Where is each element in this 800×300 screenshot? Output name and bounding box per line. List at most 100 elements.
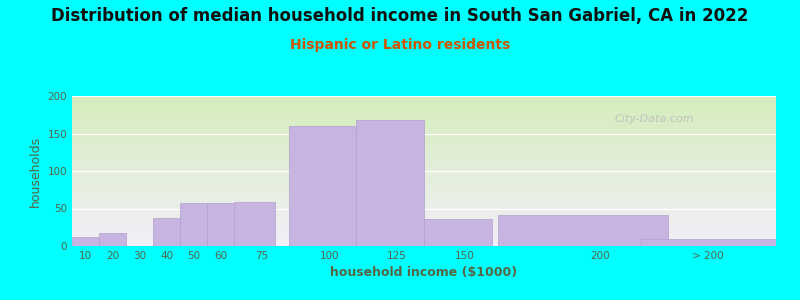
Bar bbox=[72, 236, 776, 237]
Bar bbox=[72, 161, 776, 162]
Bar bbox=[72, 202, 776, 203]
Bar bbox=[72, 214, 776, 215]
Bar bbox=[72, 156, 776, 157]
Text: Distribution of median household income in South San Gabriel, CA in 2022: Distribution of median household income … bbox=[51, 8, 749, 26]
Bar bbox=[72, 117, 776, 118]
Bar bbox=[424, 219, 492, 246]
Bar bbox=[72, 173, 776, 174]
Bar bbox=[72, 243, 776, 244]
Bar bbox=[72, 116, 776, 117]
Bar bbox=[72, 209, 776, 210]
Bar bbox=[72, 238, 776, 239]
Bar bbox=[72, 168, 776, 169]
Bar bbox=[72, 232, 776, 233]
Bar bbox=[72, 115, 776, 116]
Bar bbox=[72, 217, 776, 218]
Bar bbox=[99, 232, 126, 246]
Bar bbox=[72, 131, 776, 132]
Bar bbox=[72, 166, 776, 167]
Bar bbox=[72, 105, 776, 106]
Bar bbox=[72, 187, 776, 188]
Bar bbox=[72, 159, 776, 160]
Bar bbox=[72, 240, 776, 241]
Bar bbox=[641, 239, 776, 246]
Bar bbox=[72, 180, 776, 181]
Bar bbox=[72, 120, 776, 121]
Bar bbox=[72, 119, 776, 120]
Bar bbox=[72, 235, 776, 236]
Bar bbox=[72, 127, 776, 128]
Bar bbox=[72, 175, 776, 176]
Bar bbox=[498, 214, 668, 246]
Bar bbox=[72, 197, 776, 198]
Bar bbox=[72, 138, 776, 139]
Bar bbox=[72, 183, 776, 184]
Bar bbox=[72, 196, 776, 197]
Bar bbox=[72, 192, 776, 193]
Bar bbox=[72, 194, 776, 195]
Bar bbox=[72, 133, 776, 134]
Bar bbox=[72, 207, 776, 208]
Bar bbox=[72, 169, 776, 170]
Bar bbox=[72, 204, 776, 205]
Bar bbox=[154, 218, 180, 246]
Bar bbox=[72, 113, 776, 114]
Bar bbox=[72, 149, 776, 150]
Bar bbox=[72, 177, 776, 178]
Bar bbox=[72, 245, 776, 246]
Bar bbox=[72, 226, 776, 227]
Bar bbox=[72, 221, 776, 222]
Bar bbox=[72, 218, 776, 219]
Bar bbox=[72, 215, 776, 216]
Bar bbox=[72, 112, 776, 113]
Bar bbox=[72, 191, 776, 192]
Bar bbox=[72, 176, 776, 177]
Bar bbox=[72, 96, 776, 97]
Bar bbox=[72, 132, 776, 133]
Bar bbox=[72, 130, 776, 131]
Bar bbox=[72, 210, 776, 211]
Bar bbox=[72, 181, 776, 182]
Bar bbox=[72, 124, 776, 125]
Bar bbox=[72, 160, 776, 161]
Bar bbox=[234, 202, 275, 246]
Bar bbox=[72, 151, 776, 152]
Bar bbox=[72, 208, 776, 209]
X-axis label: household income ($1000): household income ($1000) bbox=[330, 266, 518, 279]
Bar bbox=[72, 106, 776, 107]
Bar bbox=[72, 100, 776, 101]
Bar bbox=[72, 178, 776, 179]
Bar bbox=[72, 140, 776, 141]
Bar bbox=[72, 126, 776, 127]
Bar bbox=[72, 193, 776, 194]
Bar bbox=[72, 155, 776, 156]
Bar bbox=[72, 172, 776, 173]
Bar bbox=[72, 238, 776, 239]
Bar bbox=[72, 188, 776, 189]
Bar bbox=[72, 118, 776, 119]
Bar bbox=[72, 136, 776, 137]
Bar bbox=[72, 129, 776, 130]
Bar bbox=[72, 125, 776, 126]
Bar bbox=[72, 111, 776, 112]
Bar bbox=[72, 224, 776, 225]
Bar bbox=[72, 169, 776, 170]
Bar bbox=[72, 99, 776, 100]
Bar bbox=[72, 152, 776, 153]
Bar bbox=[72, 229, 776, 230]
Bar bbox=[356, 120, 424, 246]
Bar bbox=[72, 228, 776, 229]
Bar bbox=[72, 122, 776, 123]
Bar bbox=[72, 219, 776, 220]
Bar bbox=[72, 107, 776, 108]
Bar bbox=[72, 121, 776, 122]
Bar bbox=[72, 200, 776, 201]
Bar bbox=[72, 144, 776, 145]
Bar bbox=[72, 97, 776, 98]
Bar bbox=[72, 101, 776, 102]
Bar bbox=[72, 182, 776, 183]
Bar bbox=[72, 143, 776, 144]
Bar bbox=[72, 158, 776, 159]
Bar bbox=[72, 148, 776, 149]
Bar bbox=[72, 150, 776, 151]
